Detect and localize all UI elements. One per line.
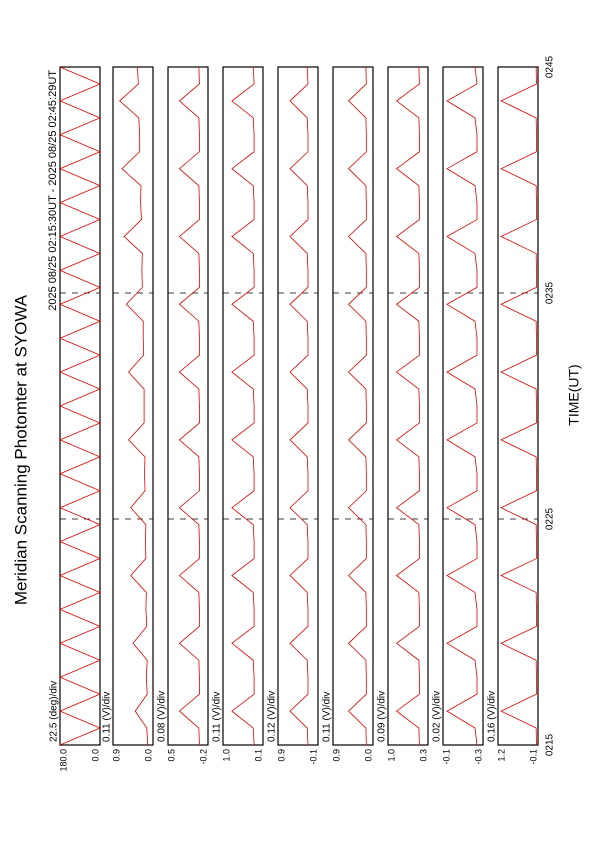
panel-frame	[167, 66, 209, 746]
chart-subtitle: 2025 08/25 02:15:30UT - 2025 08/25 02:45…	[47, 70, 59, 311]
y-tick-label: -0.2	[198, 749, 208, 765]
y-tick-label: -0.1	[308, 749, 318, 765]
scale-label: 0.11 (V)/div	[102, 692, 113, 742]
y-tick-label: 0.1	[253, 749, 263, 762]
y-tick-label: 0.9	[331, 749, 341, 762]
y-tick-label: 0.0	[90, 749, 100, 762]
x-axis-label: TIME(UT)	[566, 364, 582, 425]
plot-area: Meridian Scanning Photomter at SYOWA 202…	[11, 55, 581, 771]
y-tick-label: -0.1	[528, 749, 538, 765]
y-tick-label: 0.0	[143, 749, 153, 762]
panel-frame	[222, 66, 264, 746]
scale-label: 0.09 (V)/div	[377, 691, 388, 742]
scale-label: 0.02 (V)/div	[432, 691, 443, 742]
scale-label: 0.12 (V)/div	[267, 691, 278, 742]
panel-frame	[277, 66, 319, 746]
trace-line	[119, 66, 149, 746]
panel-frame	[387, 66, 429, 746]
trace-line	[446, 66, 478, 746]
y-tick-label: 1.0	[221, 749, 231, 762]
y-tick-label: 0.3	[418, 749, 428, 762]
panel-frame	[112, 66, 154, 746]
chart-title: Meridian Scanning Photomter at SYOWA	[11, 294, 30, 605]
scale-label: 0.11 (V)/div	[322, 692, 333, 742]
trace-line	[500, 66, 537, 746]
trace-line	[289, 66, 309, 746]
y-tick-label: 1.2	[496, 749, 506, 762]
y-tick-label: 0.9	[111, 749, 121, 762]
x-tick-label: 0225	[545, 507, 556, 530]
scale-label: 0.08 (V)/div	[157, 691, 168, 742]
y-tick-label: 0.5	[166, 749, 176, 762]
x-tick-label: 0245	[545, 55, 556, 78]
y-tick-label: 0.0	[363, 749, 373, 762]
y-tick-label: -0.1	[441, 749, 451, 765]
trace-line	[347, 66, 367, 746]
y-tick-label: 1.0	[386, 749, 396, 762]
y-tick-label: 180.0	[58, 749, 68, 772]
panel-frame	[497, 66, 539, 746]
scale-label: 0.16 (V)/div	[487, 691, 498, 742]
trace-line	[395, 66, 420, 746]
trace-line	[231, 66, 255, 746]
x-tick-label: 0215	[545, 733, 556, 756]
y-tick-label: -0.3	[473, 749, 483, 765]
panel-frame	[332, 66, 374, 746]
panel-frame	[59, 66, 101, 746]
scale-label: 0.11 (V)/div	[212, 692, 223, 742]
trace-line	[58, 66, 102, 746]
scale-label: 22.5 (deg)/div	[49, 681, 60, 742]
y-tick-label: 0.9	[276, 749, 286, 762]
x-tick-label: 0235	[545, 281, 556, 304]
panel-frame	[442, 66, 484, 746]
trace-line	[178, 66, 200, 746]
